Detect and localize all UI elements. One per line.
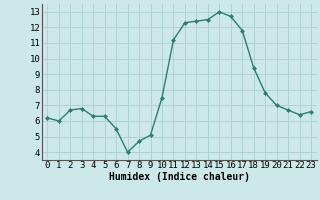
- X-axis label: Humidex (Indice chaleur): Humidex (Indice chaleur): [109, 172, 250, 182]
